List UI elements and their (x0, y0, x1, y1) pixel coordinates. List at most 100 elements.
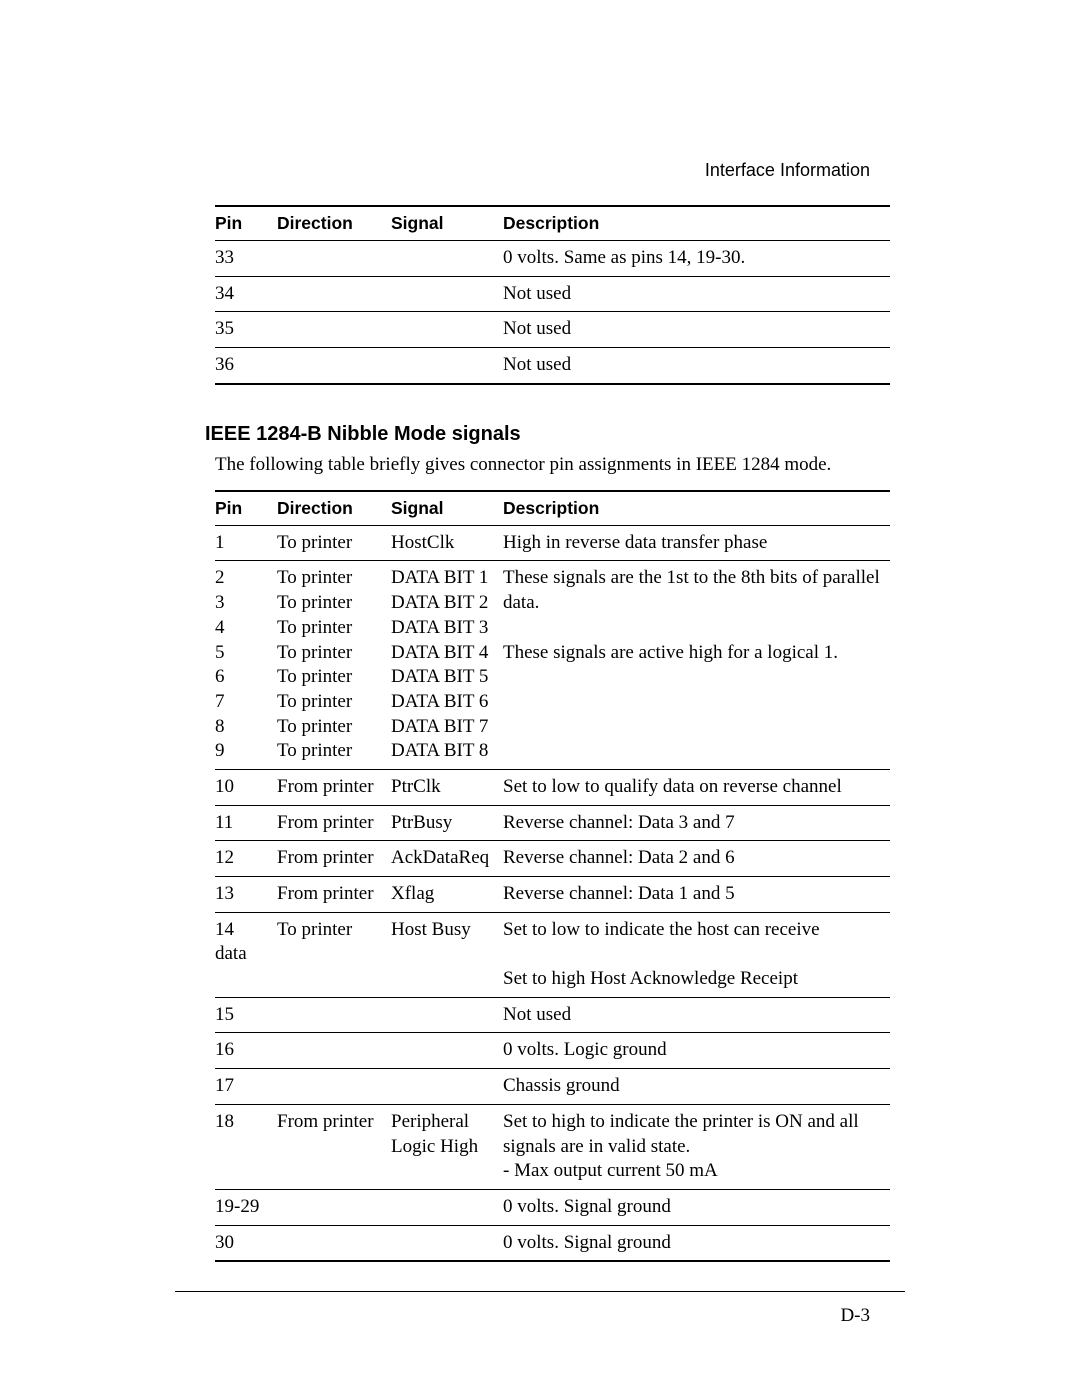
cell-pin: 17 (215, 1069, 277, 1105)
table-row: 36 Not used (215, 348, 890, 384)
cell-pin: 36 (215, 348, 277, 384)
cell-description: 0 volts. Same as pins 14, 19-30. (503, 241, 890, 277)
cell-direction (277, 241, 391, 277)
cell-signal (391, 1189, 503, 1225)
cell-signal: Host Busy (391, 912, 503, 997)
cell-direction (277, 997, 391, 1033)
cell-direction: To printerTo printer To printerTo printe… (277, 561, 391, 770)
table-row: 12 From printer AckDataReq Reverse chann… (215, 841, 890, 877)
table-row: 16 0 volts. Logic ground (215, 1033, 890, 1069)
cell-pin: 13 (215, 877, 277, 913)
cell-signal (391, 348, 503, 384)
cell-direction (277, 1225, 391, 1261)
cell-description: Set to low to qualify data on reverse ch… (503, 769, 890, 805)
cell-description: 0 volts. Signal ground (503, 1189, 890, 1225)
cell-direction: From printer (277, 841, 391, 877)
cell-direction: To printer (277, 525, 391, 561)
col-header-description: Description (503, 206, 890, 241)
cell-pin: 16 (215, 1033, 277, 1069)
table-continuation: Pin Direction Signal Description 33 0 vo… (215, 205, 890, 385)
section-lead: The following table briefly gives connec… (215, 454, 890, 476)
table-row: 23 45 67 89 To printerTo printer To prin… (215, 561, 890, 770)
cell-pin: 10 (215, 769, 277, 805)
table-signals: Pin Direction Signal Description 1 To pr… (215, 490, 890, 1263)
cell-description: Reverse channel: Data 3 and 7 (503, 805, 890, 841)
cell-pin: 33 (215, 241, 277, 277)
table-row: 17 Chassis ground (215, 1069, 890, 1105)
cell-description: Not used (503, 312, 890, 348)
cell-description: High in reverse data transfer phase (503, 525, 890, 561)
col-header-signal: Signal (391, 206, 503, 241)
cell-signal: DATA BIT 1DATA BIT 2 DATA BIT 3DATA BIT … (391, 561, 503, 770)
header-title: Interface Information (705, 160, 870, 181)
cell-signal: Xflag (391, 877, 503, 913)
col-header-description: Description (503, 491, 890, 526)
cell-signal: PtrClk (391, 769, 503, 805)
cell-description: These signals are the 1st to the 8th bit… (503, 561, 890, 770)
cell-direction (277, 348, 391, 384)
cell-signal (391, 1069, 503, 1105)
cell-direction: From printer (277, 769, 391, 805)
cell-pin: 12 (215, 841, 277, 877)
cell-signal: HostClk (391, 525, 503, 561)
cell-signal (391, 312, 503, 348)
cell-pin: 11 (215, 805, 277, 841)
table-row: 11 From printer PtrBusy Reverse channel:… (215, 805, 890, 841)
cell-pin: 15 (215, 997, 277, 1033)
cell-description: Not used (503, 997, 890, 1033)
cell-pin: 35 (215, 312, 277, 348)
cell-signal (391, 1225, 503, 1261)
table-row: 33 0 volts. Same as pins 14, 19-30. (215, 241, 890, 277)
col-header-signal: Signal (391, 491, 503, 526)
cell-direction (277, 1069, 391, 1105)
cell-pin: 23 45 67 89 (215, 561, 277, 770)
cell-description: Set to high to indicate the printer is O… (503, 1104, 890, 1189)
table-row: 30 0 volts. Signal ground (215, 1225, 890, 1261)
cell-direction (277, 276, 391, 312)
cell-pin: 1 (215, 525, 277, 561)
cell-pin: 30 (215, 1225, 277, 1261)
table-row: 18 From printer Peripheral Logic High Se… (215, 1104, 890, 1189)
page: Interface Information Pin Direction Sign… (0, 0, 1080, 1397)
cell-pin: 18 (215, 1104, 277, 1189)
cell-description: Reverse channel: Data 1 and 5 (503, 877, 890, 913)
col-header-pin: Pin (215, 491, 277, 526)
cell-signal (391, 276, 503, 312)
cell-pin: 19-29 (215, 1189, 277, 1225)
table-row: 19-29 0 volts. Signal ground (215, 1189, 890, 1225)
page-number: D-3 (840, 1305, 870, 1327)
cell-description: Set to low to indicate the host can rece… (503, 912, 890, 997)
table-row: 34 Not used (215, 276, 890, 312)
cell-description: 0 volts. Logic ground (503, 1033, 890, 1069)
table-row: 13 From printer Xflag Reverse channel: D… (215, 877, 890, 913)
cell-description: 0 volts. Signal ground (503, 1225, 890, 1261)
content: Pin Direction Signal Description 33 0 vo… (215, 205, 890, 1262)
cell-description: Not used (503, 276, 890, 312)
table-row: 15 Not used (215, 997, 890, 1033)
cell-signal (391, 1033, 503, 1069)
cell-direction: From printer (277, 805, 391, 841)
table-row: 10 From printer PtrClk Set to low to qua… (215, 769, 890, 805)
cell-pin: 34 (215, 276, 277, 312)
cell-direction (277, 1189, 391, 1225)
cell-signal: PtrBusy (391, 805, 503, 841)
cell-direction: From printer (277, 877, 391, 913)
cell-signal: AckDataReq (391, 841, 503, 877)
footer-rule (175, 1291, 905, 1292)
table-row: 1 To printer HostClk High in reverse dat… (215, 525, 890, 561)
cell-description: Reverse channel: Data 2 and 6 (503, 841, 890, 877)
table-row: 14 data To printer Host Busy Set to low … (215, 912, 890, 997)
cell-description: Not used (503, 348, 890, 384)
col-header-pin: Pin (215, 206, 277, 241)
cell-description: Chassis ground (503, 1069, 890, 1105)
table-row: 35 Not used (215, 312, 890, 348)
cell-direction (277, 312, 391, 348)
cell-direction: To printer (277, 912, 391, 997)
cell-direction (277, 1033, 391, 1069)
section-heading: IEEE 1284-B Nibble Mode signals (205, 423, 890, 446)
cell-pin: 14 data (215, 912, 277, 997)
col-header-direction: Direction (277, 491, 391, 526)
cell-direction: From printer (277, 1104, 391, 1189)
col-header-direction: Direction (277, 206, 391, 241)
cell-signal (391, 241, 503, 277)
